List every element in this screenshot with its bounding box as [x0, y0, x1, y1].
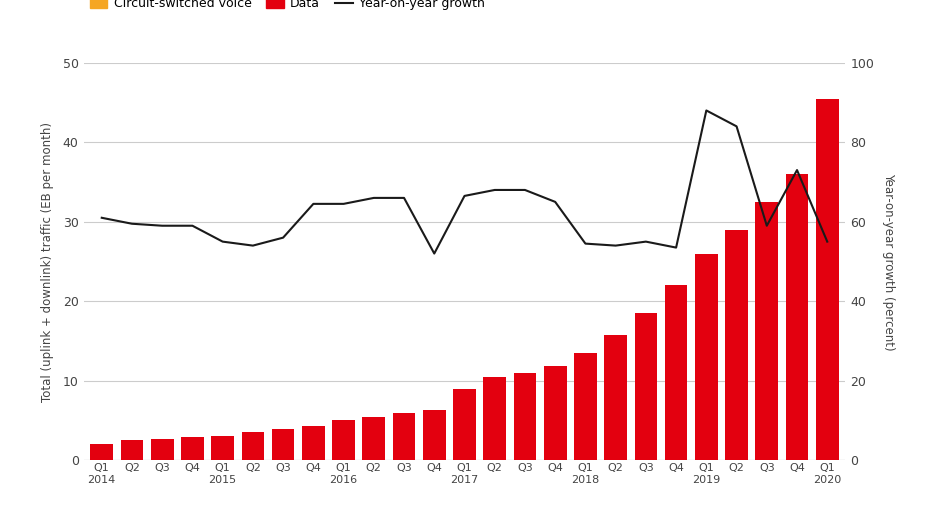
Bar — [483, 377, 506, 460]
Bar — [453, 458, 475, 460]
Bar — [664, 286, 687, 460]
Bar — [603, 458, 626, 460]
Bar — [664, 458, 687, 460]
Bar — [181, 437, 203, 460]
Bar — [543, 367, 566, 460]
Bar — [393, 458, 415, 460]
Bar — [785, 458, 807, 460]
Legend: Circuit-switched voice, Data, Year-on-year growth: Circuit-switched voice, Data, Year-on-ye… — [90, 0, 484, 10]
Bar — [211, 458, 234, 460]
Bar — [634, 458, 656, 460]
Bar — [634, 313, 656, 460]
Bar — [422, 410, 445, 460]
Bar — [90, 445, 113, 460]
Bar — [90, 458, 113, 460]
Bar — [453, 389, 475, 460]
Bar — [272, 429, 294, 460]
Bar — [603, 335, 626, 460]
Bar — [121, 458, 143, 460]
Bar — [725, 458, 747, 460]
Bar — [754, 202, 778, 460]
Bar — [483, 458, 506, 460]
Bar — [393, 413, 415, 460]
Bar — [211, 436, 234, 460]
Bar — [150, 439, 174, 460]
Bar — [754, 458, 778, 460]
Bar — [694, 254, 717, 460]
Bar — [272, 458, 294, 460]
Bar — [302, 458, 325, 460]
Bar — [815, 98, 838, 460]
Bar — [150, 458, 174, 460]
Bar — [121, 440, 143, 460]
Bar — [785, 174, 807, 460]
Bar — [574, 353, 596, 460]
Bar — [362, 458, 385, 460]
Bar — [694, 458, 717, 460]
Bar — [815, 458, 838, 460]
Bar — [422, 458, 445, 460]
Bar — [241, 458, 264, 460]
Bar — [241, 433, 264, 460]
Bar — [513, 373, 535, 460]
Bar — [181, 458, 203, 460]
Bar — [543, 458, 566, 460]
Bar — [302, 426, 325, 460]
Bar — [725, 230, 747, 460]
Bar — [332, 420, 354, 460]
Bar — [332, 458, 354, 460]
Y-axis label: Year-on-year growth (percent): Year-on-year growth (percent) — [881, 173, 894, 350]
Y-axis label: Total (uplink + downlink) traffic (EB per month): Total (uplink + downlink) traffic (EB pe… — [42, 121, 55, 402]
Bar — [362, 416, 385, 460]
Bar — [574, 458, 596, 460]
Bar — [513, 458, 535, 460]
